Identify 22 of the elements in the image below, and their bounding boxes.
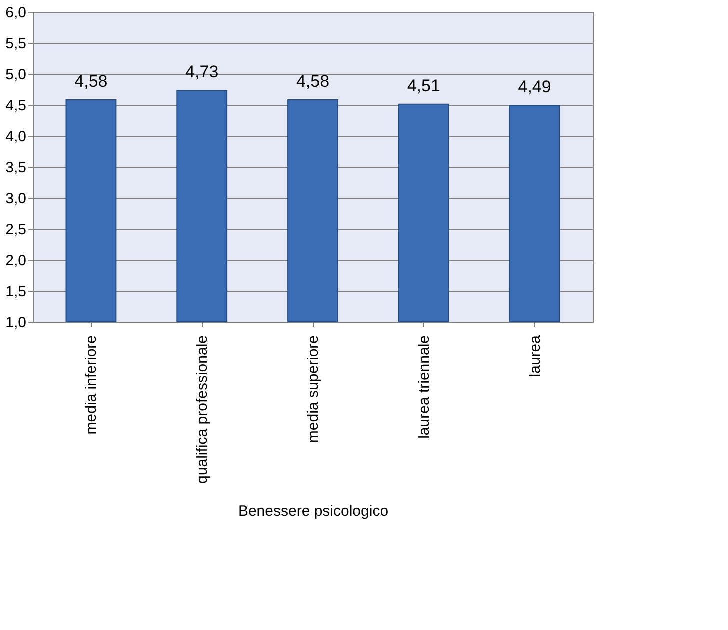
y-tick-label: 6,0 <box>6 4 26 22</box>
y-tick-label: 3,0 <box>6 190 26 208</box>
x-tick-label: laurea triennale <box>416 336 433 439</box>
y-tick-label: 1,5 <box>6 284 26 300</box>
y-tick-label: 4,0 <box>6 128 26 146</box>
data-label: 4,58 <box>296 72 330 92</box>
data-label: 4,49 <box>518 78 552 97</box>
y-tick-label: 5,5 <box>6 36 26 52</box>
y-tick-label: 2,0 <box>6 252 26 270</box>
data-label: 4,73 <box>186 62 219 82</box>
x-tick-label: qualifica professionale <box>194 336 212 484</box>
data-label: 4,58 <box>74 72 108 92</box>
y-tick-label: 3,5 <box>6 160 26 176</box>
x-tick-label: media inferiore <box>83 336 100 435</box>
x-tick-label: laurea <box>526 334 544 378</box>
data-label: 4,51 <box>407 76 440 96</box>
y-tick-label: 1,0 <box>6 314 26 332</box>
y-tick-label: 2,5 <box>6 222 26 238</box>
x-axis-title: Benessere psicologico <box>238 502 389 520</box>
x-tick-label: media superiore <box>305 336 322 444</box>
y-tick-label: 4,5 <box>6 98 26 114</box>
y-tick-label: 5,0 <box>6 66 26 84</box>
